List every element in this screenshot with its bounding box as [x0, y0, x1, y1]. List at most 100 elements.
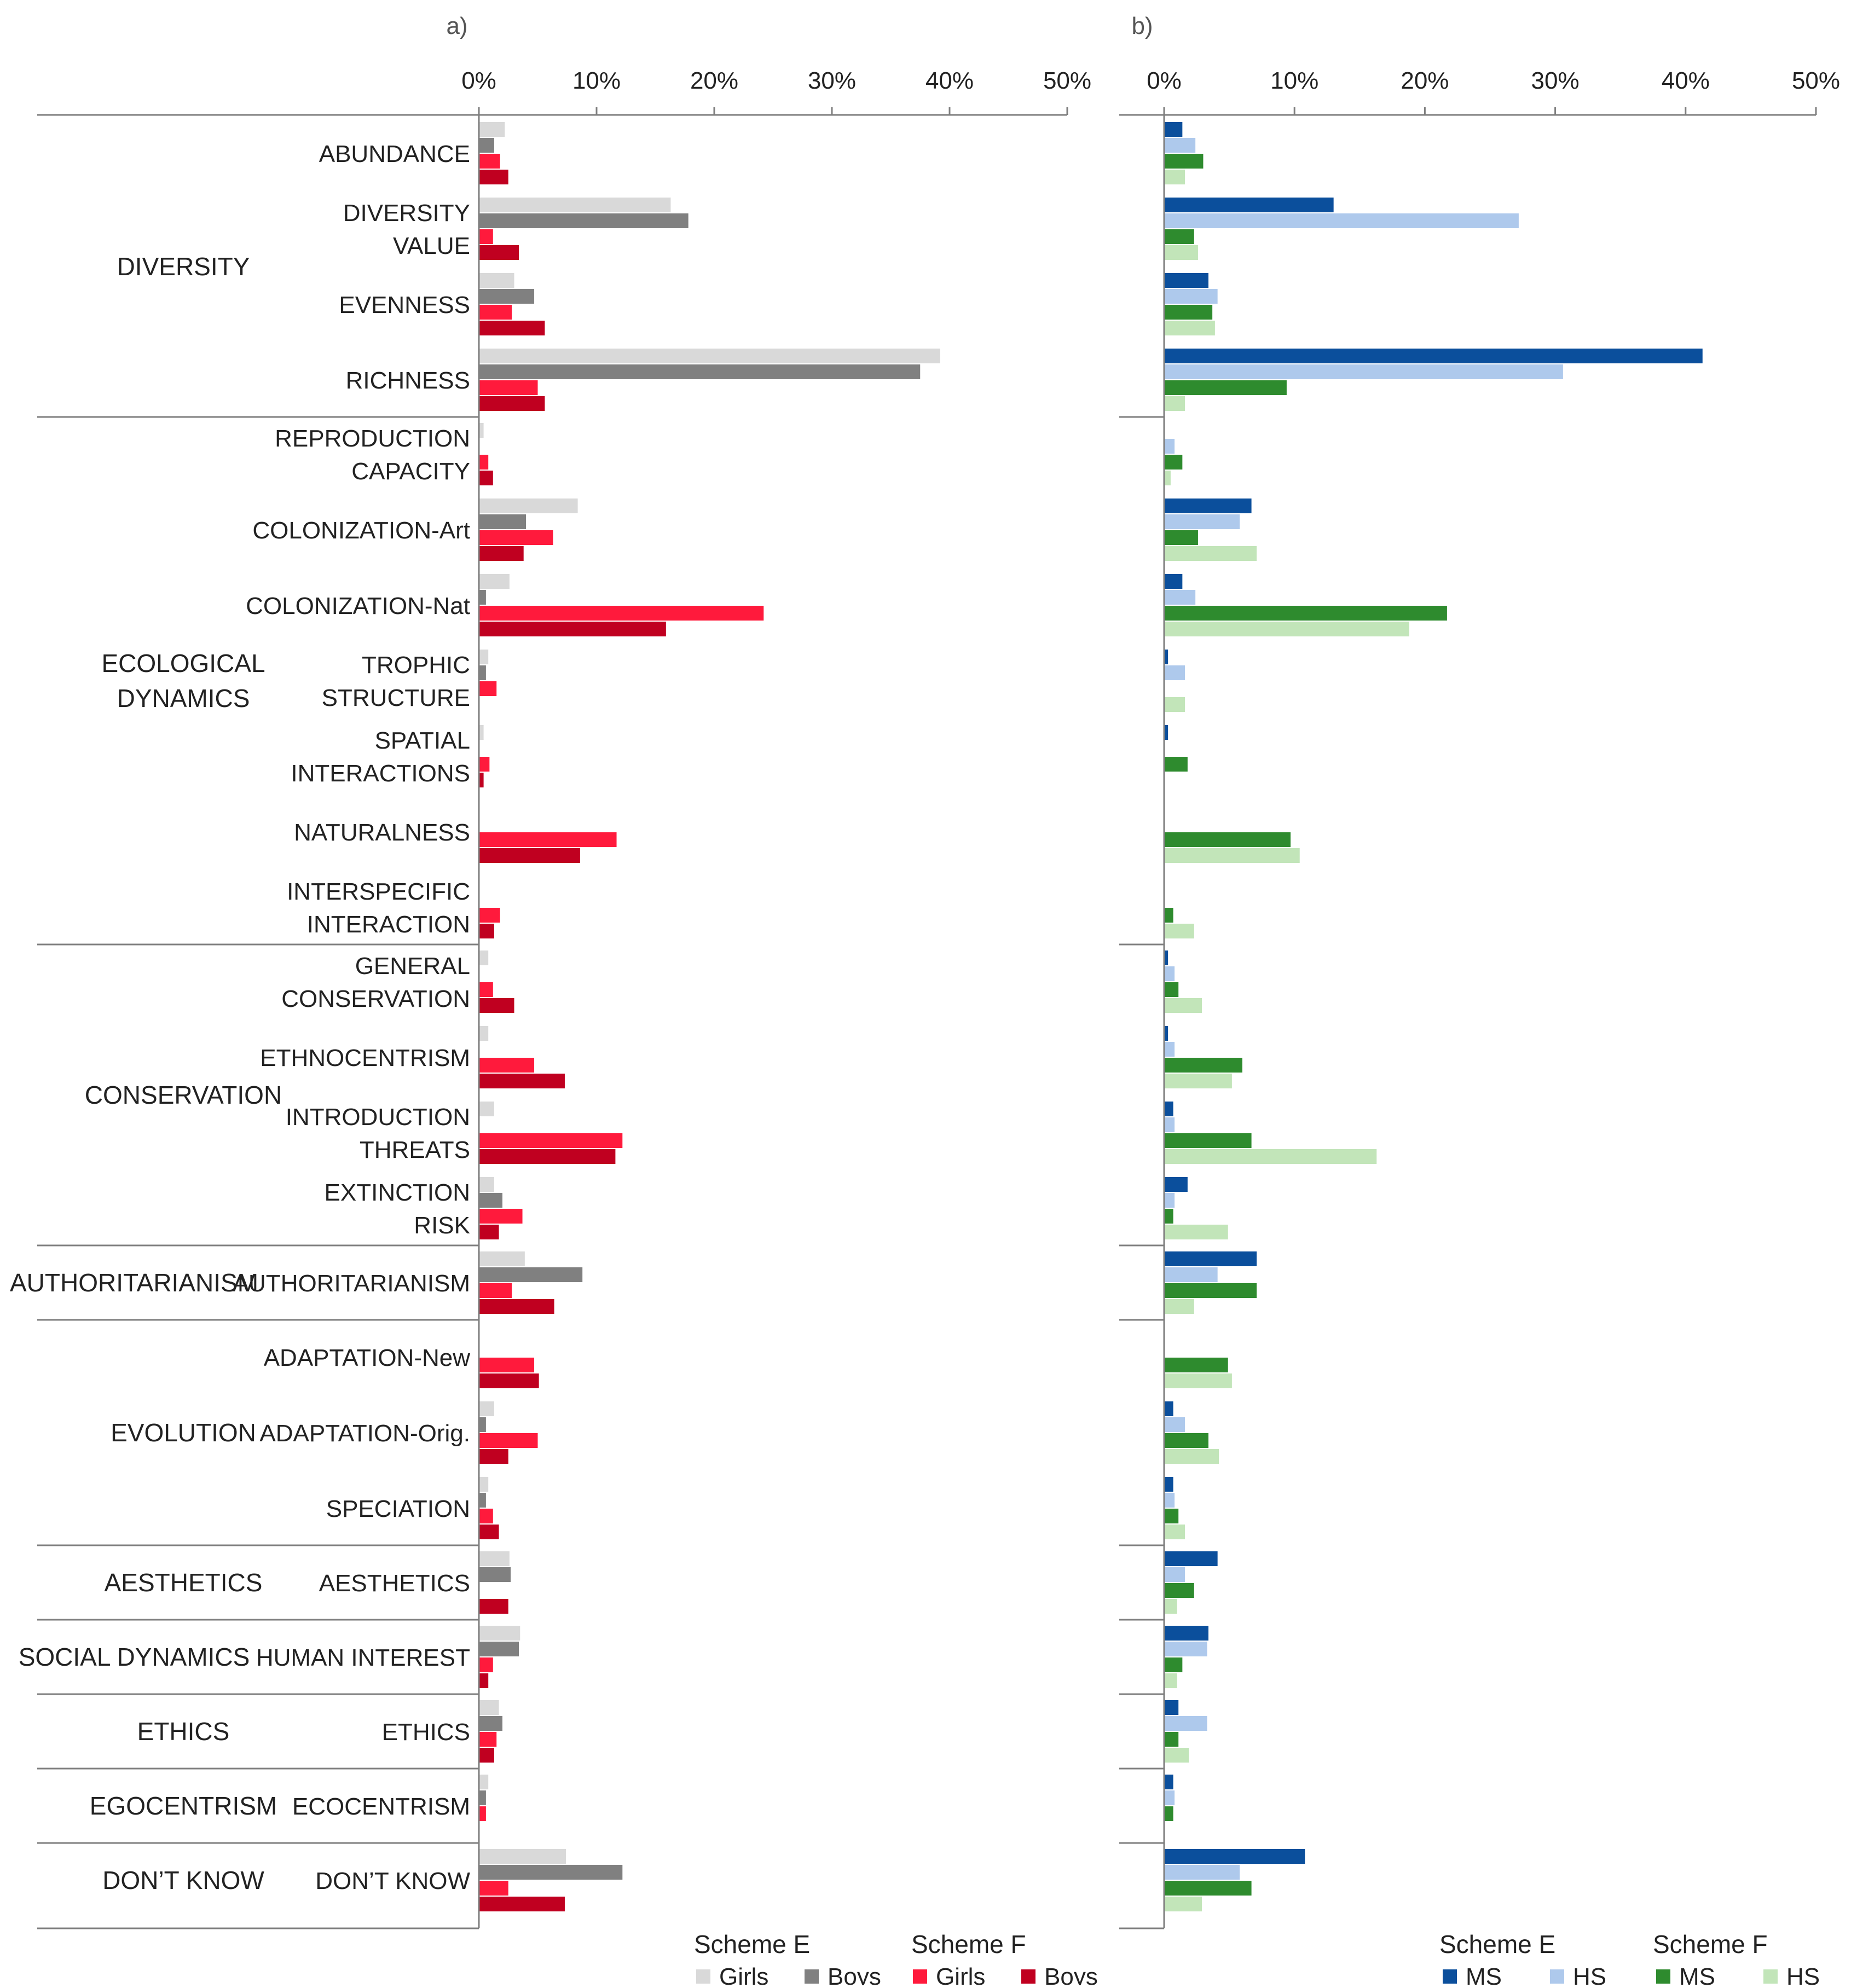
b-bar	[1165, 1417, 1185, 1432]
a-bar	[479, 305, 512, 320]
b-bar	[1165, 396, 1185, 411]
a-legend-swatch	[805, 1969, 819, 1984]
a-bar	[479, 950, 489, 965]
a-bar	[479, 1074, 565, 1088]
a-bar	[479, 1865, 623, 1880]
b-bar	[1165, 154, 1204, 169]
b-legend-swatch	[1656, 1969, 1670, 1984]
b-bar	[1165, 471, 1171, 485]
b-bar	[1165, 622, 1409, 636]
b-bar	[1165, 455, 1183, 470]
group-label: DIVERSITY	[117, 252, 250, 281]
b-bar	[1165, 924, 1194, 938]
b-bar	[1165, 1102, 1173, 1116]
b-bar	[1165, 832, 1291, 847]
b-bar	[1165, 499, 1252, 513]
a-bar	[479, 1251, 525, 1266]
b-bar	[1165, 170, 1185, 184]
category-label: EXTINCTION	[325, 1179, 470, 1206]
a-bar	[479, 455, 489, 470]
a-bar	[479, 1673, 489, 1688]
b-bar	[1165, 1149, 1377, 1164]
a-bar	[479, 138, 494, 153]
a-legend-swatch	[1021, 1969, 1035, 1984]
b-bar	[1165, 1225, 1228, 1239]
a-bar	[479, 364, 921, 379]
a-bar	[479, 1599, 508, 1614]
b-bar	[1165, 1642, 1207, 1656]
b-x-tick-label: 30%	[1531, 67, 1580, 94]
b-bar	[1165, 1673, 1177, 1688]
b-bar	[1165, 1732, 1179, 1747]
a-bar	[479, 1299, 554, 1314]
group-label: AESTHETICS	[105, 1568, 263, 1597]
group-label: SOCIAL DYNAMICS	[19, 1643, 250, 1671]
b-bar	[1165, 1373, 1232, 1388]
a-x-tick-label: 0%	[461, 67, 496, 94]
a-bar	[479, 1509, 493, 1523]
b-bar	[1165, 1626, 1208, 1641]
b-legend-title: Scheme E	[1439, 1930, 1555, 1958]
a-bar	[479, 1657, 493, 1672]
category-label: RICHNESS	[346, 367, 470, 394]
a-bar	[479, 423, 484, 438]
a-bar	[479, 396, 545, 411]
a-bar	[479, 1058, 535, 1073]
a-bar	[479, 590, 486, 605]
b-bar	[1165, 1583, 1194, 1598]
category-label: STRUCTURE	[322, 685, 470, 711]
b-bar	[1165, 439, 1175, 454]
b-bar	[1165, 380, 1287, 395]
a-bar	[479, 245, 519, 260]
b-bar	[1165, 1509, 1179, 1523]
b-bar	[1165, 1881, 1252, 1896]
a-legend-label: Girls	[719, 1963, 768, 1985]
a-bar	[479, 998, 514, 1013]
a-bar	[479, 154, 500, 169]
b-legend-swatch	[1443, 1969, 1457, 1984]
a-bar	[479, 1525, 499, 1539]
category-label: CAPACITY	[351, 458, 470, 485]
b-bar	[1165, 606, 1447, 621]
category-label: COLONIZATION-Art	[252, 517, 470, 544]
a-x-tick-label: 50%	[1043, 67, 1091, 94]
a-bar	[479, 622, 666, 636]
category-label: ETHICS	[382, 1719, 470, 1746]
b-bar	[1165, 998, 1202, 1013]
b-x-tick-label: 40%	[1662, 67, 1710, 94]
category-label: INTRODUCTION	[286, 1104, 470, 1131]
a-x-tick-label: 10%	[572, 67, 621, 94]
b-bar	[1165, 1042, 1175, 1057]
b-bar	[1165, 305, 1213, 320]
a-bar	[479, 773, 484, 787]
a-bar	[479, 908, 500, 923]
b-bar	[1165, 1567, 1185, 1582]
b-x-tick-label: 0%	[1147, 67, 1182, 94]
a-bar	[479, 1401, 494, 1416]
b-bar	[1165, 349, 1703, 363]
a-bar	[479, 1433, 538, 1448]
a-bar	[479, 1177, 494, 1192]
a-bar	[479, 1267, 583, 1282]
group-label: DON’T KNOW	[102, 1866, 264, 1894]
category-label: GENERAL	[355, 953, 470, 979]
a-bar	[479, 665, 486, 680]
b-bar	[1165, 1026, 1168, 1041]
a-bar	[479, 471, 493, 485]
b-legend-label: HS	[1573, 1963, 1606, 1985]
a-bar	[479, 499, 578, 513]
category-label: DIVERSITY	[343, 200, 470, 227]
a-bar	[479, 198, 671, 212]
b-legend-label: MS	[1679, 1963, 1715, 1985]
category-label: REPRODUCTION	[275, 425, 470, 452]
a-bar	[479, 1283, 512, 1298]
b-bar	[1165, 213, 1519, 228]
b-bar	[1165, 950, 1168, 965]
b-bar	[1165, 650, 1168, 664]
category-label: ADAPTATION-New	[264, 1344, 471, 1371]
b-panel-label: b)	[1131, 13, 1153, 39]
a-bar	[479, 289, 535, 304]
category-label: COLONIZATION-Nat	[246, 593, 470, 619]
b-bar	[1165, 1074, 1232, 1088]
a-bar	[479, 229, 493, 244]
